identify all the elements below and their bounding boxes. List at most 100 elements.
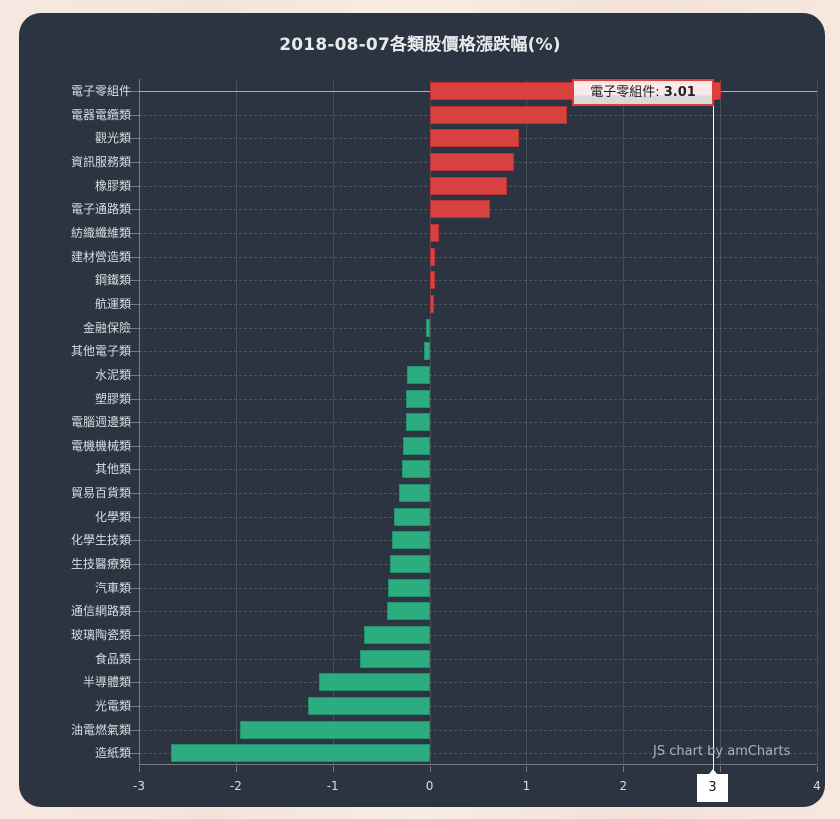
- bar-negative[interactable]: [387, 578, 430, 597]
- x-tick: [139, 766, 140, 772]
- chart-title: 2018-08-07各類股價格漲跌幅(%): [279, 35, 561, 55]
- x-gridline: [429, 79, 431, 765]
- bar-row: 生技醫療類: [9, 552, 817, 577]
- bar-positive[interactable]: [429, 200, 490, 219]
- bar-row: 油電燃氣類: [9, 718, 817, 743]
- bar-negative[interactable]: [170, 744, 430, 763]
- y-tick: [130, 398, 139, 400]
- y-gridline: [139, 469, 817, 471]
- bar-positive[interactable]: [429, 152, 514, 171]
- bar-negative[interactable]: [406, 389, 430, 408]
- bar-positive[interactable]: [429, 176, 508, 195]
- chart-cursor-vertical: [713, 79, 714, 773]
- bar-positive[interactable]: [429, 271, 436, 290]
- x-gridline: [526, 79, 528, 765]
- bar-negative[interactable]: [307, 697, 430, 716]
- y-tick: [130, 232, 139, 234]
- bar-negative[interactable]: [425, 318, 430, 337]
- bar-row: 資訊服務類: [9, 150, 817, 175]
- y-tick: [130, 280, 139, 282]
- x-gridline: [332, 79, 334, 765]
- bar-row: 水泥類: [9, 363, 817, 388]
- bar-row: 化學類: [9, 505, 817, 530]
- category-label: 航運類: [94, 296, 131, 311]
- bar-negative[interactable]: [403, 436, 430, 455]
- y-gridline: [139, 374, 817, 376]
- y-tick: [130, 516, 139, 518]
- bar-negative[interactable]: [402, 460, 430, 479]
- y-gridline: [139, 564, 817, 566]
- plot-area[interactable]: -3-2-101234電子零組件電器電纜類觀光類資訊服務類橡膠類電子通路類紡織纖…: [71, 79, 821, 793]
- bar-negative[interactable]: [319, 673, 430, 692]
- category-label: 電子通路類: [70, 202, 131, 217]
- bar-row: 光電類: [9, 694, 817, 719]
- y-gridline: [139, 682, 817, 684]
- x-tick-label: -2: [229, 779, 242, 793]
- y-gridline: [139, 753, 817, 755]
- y-gridline: [139, 516, 817, 518]
- y-gridline: [139, 540, 817, 542]
- x-tick: [429, 766, 431, 772]
- bar-row: 航運類: [9, 292, 817, 317]
- y-gridline: [139, 232, 817, 234]
- category-label: 生技醫療類: [70, 557, 131, 572]
- x-tick-label: 4: [813, 779, 821, 793]
- y-tick: [130, 114, 139, 116]
- category-label: 食品類: [94, 651, 131, 666]
- category-label: 水泥類: [94, 367, 131, 382]
- bar-negative[interactable]: [359, 649, 430, 668]
- y-tick: [130, 658, 139, 660]
- x-tick: [720, 766, 722, 772]
- y-tick: [130, 256, 139, 258]
- y-tick: [130, 540, 139, 542]
- x-tick: [332, 766, 334, 772]
- y-tick: [130, 351, 139, 353]
- tooltip-value: 3.01: [663, 85, 696, 100]
- y-tick: [130, 682, 139, 684]
- bar-row: 塑膠類: [9, 387, 817, 412]
- bar-positive[interactable]: [429, 223, 440, 242]
- bar-row: 觀光類: [9, 126, 817, 151]
- y-tick: [130, 587, 139, 589]
- x-gridline: [817, 79, 818, 765]
- bar-negative[interactable]: [363, 626, 430, 645]
- bar-positive[interactable]: [429, 105, 568, 124]
- bar-positive[interactable]: [429, 129, 519, 148]
- bar-row: 造紙類: [9, 741, 817, 766]
- category-label: 電子零組件: [70, 84, 131, 98]
- bar-positive[interactable]: [429, 247, 436, 266]
- bar-row: 建材營造類: [9, 245, 817, 270]
- bar-negative[interactable]: [391, 531, 430, 550]
- bar-row: 食品類: [9, 647, 817, 672]
- y-gridline: [139, 658, 817, 660]
- bar-tooltip: 電子零組件: 3.01: [572, 79, 721, 106]
- bar-row: 紡織纖維類: [9, 221, 817, 246]
- x-tick: [235, 766, 237, 772]
- y-gridline: [139, 280, 817, 282]
- bar-negative[interactable]: [393, 507, 430, 526]
- bar-negative[interactable]: [407, 365, 430, 384]
- y-gridline: [139, 587, 817, 589]
- bar-positive[interactable]: [429, 294, 435, 313]
- bar-negative[interactable]: [386, 602, 430, 621]
- bar-row: 鋼鐵類: [9, 268, 817, 293]
- y-tick: [130, 635, 139, 637]
- category-label: 建材營造類: [70, 249, 131, 264]
- bar-negative[interactable]: [389, 555, 430, 574]
- y-tick: [130, 611, 139, 613]
- y-gridline: [139, 635, 817, 637]
- y-tick: [130, 729, 139, 731]
- category-label: 汽車類: [94, 580, 131, 595]
- bar-row: 貿易百貨類: [9, 481, 817, 506]
- bar-negative[interactable]: [239, 720, 430, 739]
- bar-negative[interactable]: [406, 413, 430, 432]
- category-label: 電器電纜類: [70, 107, 131, 122]
- y-gridline: [139, 398, 817, 400]
- y-gridline: [139, 351, 817, 353]
- bar-row: 橡膠類: [9, 174, 817, 199]
- bar-row: 金融保險: [9, 316, 817, 341]
- bar-negative[interactable]: [423, 342, 430, 361]
- category-label: 造紙類: [94, 746, 131, 761]
- bar-negative[interactable]: [398, 484, 430, 503]
- amcharts-credit-link[interactable]: JS chart by amCharts: [653, 744, 791, 759]
